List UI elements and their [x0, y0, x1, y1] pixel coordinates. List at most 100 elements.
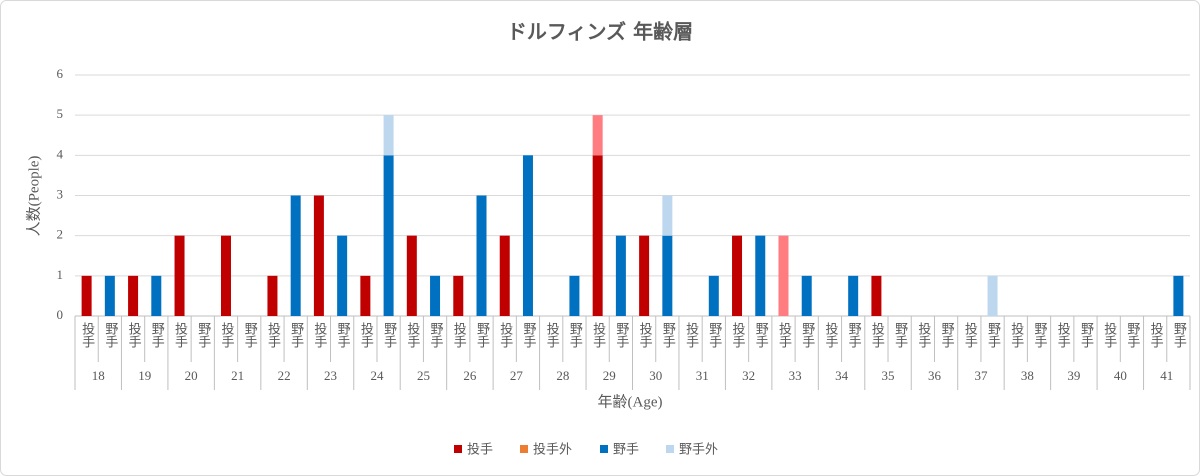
bar: [522, 155, 533, 316]
bar: [220, 235, 231, 316]
x-tick-label: 野手: [520, 322, 536, 348]
group-label: 34: [835, 368, 849, 383]
group-label: 29: [603, 368, 616, 383]
bar: [708, 275, 719, 316]
y-tick-label: 6: [57, 66, 64, 81]
x-tick-label: 野手: [613, 322, 629, 348]
x-tick-label: 野手: [846, 322, 862, 348]
x-tick-label: 投手: [822, 321, 838, 348]
x-tick-label: 投手: [776, 321, 792, 348]
bar: [313, 195, 324, 316]
y-tick-label: 2: [57, 227, 64, 242]
group-label: 19: [138, 368, 151, 383]
bar: [755, 235, 766, 316]
group-label: 22: [278, 368, 291, 383]
group-label: 36: [928, 368, 942, 383]
x-tick-label: 投手: [265, 321, 281, 348]
bar: [871, 275, 882, 316]
bar: [639, 235, 650, 316]
y-tick-label: 5: [57, 106, 64, 121]
bar: [360, 275, 371, 316]
legend-swatch: [454, 445, 462, 453]
bar: [662, 235, 673, 316]
bar: [174, 235, 185, 316]
x-tick-label: 投手: [172, 321, 188, 348]
x-tick-label: 野手: [102, 322, 118, 348]
bar: [267, 275, 278, 316]
legend-swatch: [520, 445, 528, 453]
x-tick-label: 投手: [637, 321, 653, 348]
x-axis-title: 年齢(Age): [598, 393, 663, 410]
bar: [499, 235, 510, 316]
x-tick-label: 投手: [1148, 321, 1164, 348]
x-tick-label: 投手: [358, 321, 374, 348]
legend-label: 投手: [467, 442, 493, 458]
legend-swatch: [666, 445, 674, 453]
bar: [476, 195, 487, 316]
bar: [104, 275, 115, 316]
bar: [430, 275, 441, 316]
x-tick-label: 野手: [892, 322, 908, 348]
y-tick-label: 3: [57, 186, 64, 201]
x-tick-label: 野手: [149, 322, 165, 348]
x-tick-label: 野手: [753, 322, 769, 348]
bar: [151, 275, 162, 316]
bar: [383, 155, 394, 316]
x-tick-label: 野手: [474, 322, 490, 348]
x-tick-label: 投手: [915, 321, 931, 348]
bar: [406, 235, 417, 316]
x-tick-label: 投手: [869, 321, 885, 348]
x-tick-label: 投手: [218, 321, 234, 348]
chart-title: ドルフィンズ 年齢層: [507, 20, 693, 44]
legend-label: 投手外: [533, 442, 572, 458]
x-tick-label: 野手: [242, 322, 258, 348]
bar: [81, 275, 92, 316]
bar: [662, 195, 673, 236]
x-tick-label: 投手: [1008, 321, 1024, 348]
x-tick-label: 野手: [985, 322, 1001, 348]
group-label: 28: [556, 368, 569, 383]
bar: [290, 195, 301, 316]
x-tick-label: 投手: [451, 321, 467, 348]
legend-swatch: [600, 445, 608, 453]
x-tick-label: 野手: [381, 322, 397, 348]
legend-label: 野手外: [679, 443, 718, 458]
group-label: 39: [1067, 368, 1080, 383]
bar: [128, 275, 139, 316]
x-tick-label: 投手: [590, 321, 606, 348]
bar: [337, 235, 348, 316]
group-label: 27: [510, 368, 524, 383]
group-label: 33: [789, 368, 802, 383]
bar: [987, 275, 998, 316]
bar: [732, 235, 743, 316]
x-tick-label: 投手: [1101, 321, 1117, 348]
group-label: 26: [463, 368, 477, 383]
bar: [848, 275, 859, 316]
group-label: 41: [1160, 368, 1173, 383]
bar: [615, 235, 626, 316]
x-tick-label: 投手: [79, 321, 95, 348]
group-label: 31: [696, 368, 709, 383]
x-tick-label: 野手: [799, 322, 815, 348]
x-tick-label: 投手: [404, 321, 420, 348]
x-tick-label: 投手: [126, 321, 142, 348]
y-tick-label: 4: [57, 146, 64, 161]
group-label: 18: [92, 368, 105, 383]
group-label: 30: [649, 368, 662, 383]
x-tick-label: 投手: [311, 321, 327, 348]
x-tick-label: 野手: [706, 322, 722, 348]
bar: [383, 115, 394, 156]
x-tick-label: 野手: [1124, 322, 1140, 348]
group-label: 24: [370, 368, 384, 383]
group-label: 38: [1021, 368, 1034, 383]
group-label: 20: [185, 368, 198, 383]
y-axis-title: 人数(People): [25, 156, 42, 237]
legend-label: 野手: [613, 443, 639, 458]
x-tick-label: 投手: [497, 321, 513, 348]
x-tick-label: 野手: [939, 322, 955, 348]
group-label: 25: [417, 368, 430, 383]
bar: [778, 235, 789, 316]
x-tick-label: 野手: [428, 322, 444, 348]
bar: [592, 115, 603, 156]
